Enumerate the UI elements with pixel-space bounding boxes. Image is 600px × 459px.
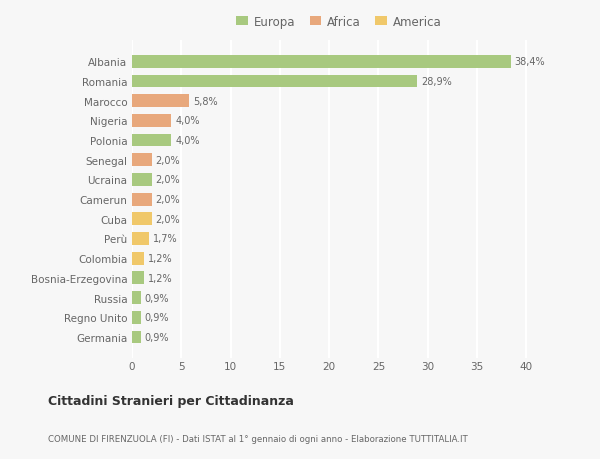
Bar: [132, 134, 172, 147]
Bar: [132, 331, 141, 344]
Bar: [132, 95, 189, 108]
Bar: [132, 233, 149, 246]
Text: COMUNE DI FIRENZUOLA (FI) - Dati ISTAT al 1° gennaio di ogni anno - Elaborazione: COMUNE DI FIRENZUOLA (FI) - Dati ISTAT a…: [48, 434, 468, 442]
Bar: [132, 115, 172, 128]
Text: 1,7%: 1,7%: [152, 234, 178, 244]
Text: 28,9%: 28,9%: [421, 77, 452, 87]
Text: 2,0%: 2,0%: [155, 175, 180, 185]
Text: 0,9%: 0,9%: [145, 293, 169, 303]
Text: 1,2%: 1,2%: [148, 254, 172, 263]
Bar: [132, 252, 144, 265]
Text: 2,0%: 2,0%: [155, 214, 180, 224]
Text: 38,4%: 38,4%: [514, 57, 545, 67]
Text: 2,0%: 2,0%: [155, 155, 180, 165]
Text: 4,0%: 4,0%: [175, 116, 200, 126]
Text: 4,0%: 4,0%: [175, 136, 200, 146]
Bar: [132, 193, 152, 206]
Bar: [132, 174, 152, 186]
Bar: [132, 213, 152, 226]
Text: 1,2%: 1,2%: [148, 273, 172, 283]
Text: Cittadini Stranieri per Cittadinanza: Cittadini Stranieri per Cittadinanza: [48, 394, 294, 407]
Text: 5,8%: 5,8%: [193, 96, 218, 106]
Text: 0,9%: 0,9%: [145, 313, 169, 323]
Bar: [132, 311, 141, 324]
Bar: [132, 291, 141, 304]
Bar: [132, 75, 417, 88]
Bar: [132, 154, 152, 167]
Text: 0,9%: 0,9%: [145, 332, 169, 342]
Text: 2,0%: 2,0%: [155, 195, 180, 205]
Bar: [132, 272, 144, 285]
Legend: Europa, Africa, America: Europa, Africa, America: [236, 16, 442, 28]
Bar: [132, 56, 511, 68]
